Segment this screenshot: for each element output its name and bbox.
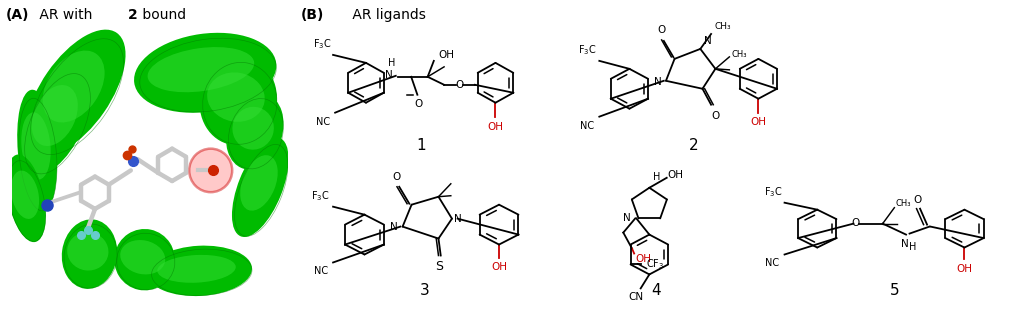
Text: N: N [391, 222, 398, 232]
Text: N: N [654, 77, 662, 87]
Text: (B): (B) [300, 8, 324, 22]
Text: 3: 3 [420, 283, 430, 298]
Text: O: O [851, 218, 860, 228]
Ellipse shape [147, 246, 252, 296]
Text: N: N [703, 36, 711, 46]
Ellipse shape [114, 229, 175, 290]
Text: O: O [393, 172, 401, 182]
Text: O: O [711, 111, 720, 121]
Text: OH: OH [668, 170, 684, 180]
Ellipse shape [241, 155, 278, 211]
Ellipse shape [226, 93, 284, 170]
Text: OH: OH [956, 264, 972, 275]
Text: N: N [901, 239, 909, 249]
Ellipse shape [207, 72, 265, 122]
Ellipse shape [11, 171, 39, 219]
Text: H: H [388, 58, 396, 68]
Ellipse shape [148, 47, 254, 92]
Ellipse shape [43, 50, 105, 122]
Text: CH₃: CH₃ [732, 50, 747, 59]
Ellipse shape [32, 85, 78, 146]
Text: NC: NC [581, 121, 594, 131]
Text: AR with: AR with [35, 8, 97, 22]
Ellipse shape [232, 137, 289, 237]
Text: O: O [658, 25, 666, 35]
Text: NC: NC [765, 258, 779, 268]
Ellipse shape [6, 154, 46, 242]
Text: N: N [384, 70, 393, 80]
Ellipse shape [67, 232, 109, 270]
Ellipse shape [199, 56, 277, 145]
Text: 1: 1 [416, 138, 427, 152]
Text: AR ligands: AR ligands [348, 8, 426, 22]
Ellipse shape [22, 66, 91, 175]
Text: OH: OH [635, 254, 652, 263]
Text: F$_3$C: F$_3$C [314, 37, 332, 51]
Text: 5: 5 [889, 283, 900, 298]
Text: OH: OH [438, 50, 454, 60]
Text: NC: NC [316, 117, 330, 127]
Ellipse shape [17, 90, 58, 212]
Text: F$_3$C: F$_3$C [578, 43, 597, 57]
Text: OH: OH [487, 122, 504, 132]
Ellipse shape [62, 219, 117, 289]
Text: 4: 4 [651, 283, 661, 298]
Text: CH₃: CH₃ [714, 22, 731, 31]
Text: OH: OH [491, 262, 507, 273]
Text: (A): (A) [6, 8, 30, 22]
Text: 2: 2 [689, 138, 699, 152]
Text: 2: 2 [127, 8, 137, 22]
Text: O: O [914, 195, 922, 205]
Ellipse shape [26, 29, 125, 155]
Ellipse shape [157, 255, 235, 283]
Text: OH: OH [750, 117, 767, 127]
Text: CH₃: CH₃ [895, 199, 911, 208]
Text: F$_3$C: F$_3$C [311, 189, 330, 203]
Text: S: S [436, 261, 444, 274]
Text: N: N [623, 213, 631, 223]
Text: H: H [653, 172, 660, 182]
Ellipse shape [120, 240, 166, 275]
Text: N: N [454, 214, 462, 223]
Ellipse shape [22, 112, 50, 180]
Text: CN: CN [629, 292, 644, 302]
Text: bound: bound [138, 8, 186, 22]
Ellipse shape [134, 33, 277, 113]
Text: O: O [414, 99, 423, 109]
Ellipse shape [232, 107, 273, 150]
Text: CF$_3$: CF$_3$ [646, 258, 664, 271]
Text: H: H [910, 242, 917, 252]
Text: NC: NC [314, 267, 328, 276]
Text: O: O [455, 80, 464, 90]
Text: F$_3$C: F$_3$C [764, 185, 782, 199]
Circle shape [189, 149, 232, 192]
